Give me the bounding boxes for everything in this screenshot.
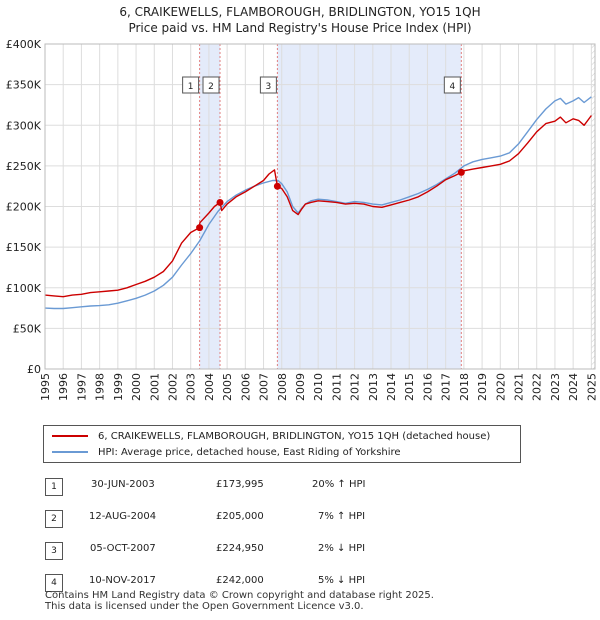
sale-row: 4 10-NOV-2017 £242,000 5% ↓ HPI	[43, 567, 483, 599]
x-tick-label: 2003	[185, 373, 198, 401]
x-tick-label: 1997	[75, 373, 88, 401]
sale-point	[216, 198, 224, 206]
hpi-line	[44, 96, 592, 310]
plot-border	[44, 43, 596, 370]
sale-number-badge: 3	[45, 542, 63, 560]
sale-row: 1 30-JUN-2003 £173,995 20% ↑ HPI	[43, 471, 483, 503]
sale-badge-label: 2	[208, 82, 214, 92]
sale-badge-box	[259, 76, 277, 94]
legend-swatch-hpi	[52, 451, 88, 453]
footer: Contains HM Land Registry data © Crown c…	[45, 590, 434, 612]
sale-number-badge: 4	[45, 574, 63, 592]
footer-copyright: Contains HM Land Registry data © Crown c…	[45, 590, 434, 601]
x-tick-label: 2020	[494, 373, 507, 401]
sale-badge-box	[443, 76, 461, 94]
sale-hpi-delta: 20% ↑ HPI	[312, 479, 366, 490]
x-tick-label: 1996	[57, 373, 70, 401]
sale-price: £205,000	[216, 511, 264, 522]
sale-point	[273, 182, 281, 190]
sale-badge-box	[202, 76, 220, 94]
x-tick-label: 2016	[421, 373, 434, 401]
legend: 6, CRAIKEWELLS, FLAMBOROUGH, BRIDLINGTON…	[43, 425, 521, 463]
footer-licence: This data is licensed under the Open Gov…	[45, 601, 364, 612]
property-price-line	[44, 115, 592, 298]
x-tick-label: 2021	[513, 373, 526, 401]
legend-label-hpi: HPI: Average price, detached house, East…	[98, 447, 401, 458]
sale-point	[196, 224, 204, 232]
sale-price: £242,000	[216, 575, 264, 586]
sale-row: 2 12-AUG-2004 £205,000 7% ↑ HPI	[43, 503, 483, 535]
x-tick-label: 2001	[148, 373, 161, 401]
sale-point	[457, 168, 465, 176]
y-tick-label: £400K	[6, 38, 42, 51]
x-tick-label: 2022	[531, 373, 544, 401]
x-tick-label: 2007	[258, 373, 271, 401]
sale-badge-box	[182, 76, 200, 94]
x-tick-label: 2014	[385, 373, 398, 401]
x-tick-label: 2006	[239, 373, 252, 401]
x-tick-label: 2018	[458, 373, 471, 401]
chart-title: 6, CRAIKEWELLS, FLAMBOROUGH, BRIDLINGTON…	[0, 4, 600, 36]
sale-date: 05-OCT-2007	[90, 543, 156, 554]
x-tick-label: 2019	[476, 373, 489, 401]
sale-hpi-delta: 5% ↓ HPI	[318, 575, 366, 586]
legend-item-hpi: HPI: Average price, detached house, East…	[52, 445, 401, 461]
x-tick-label: 1995	[39, 373, 52, 401]
y-tick-label: £150K	[6, 241, 42, 254]
price-chart: 1 2 3 4 £0 £50K £100K £150K £200K £250K £300K £350K…	[6, 38, 599, 401]
sale-badge-label: 4	[449, 82, 455, 92]
x-tick-label: 2025	[585, 373, 598, 401]
x-tick-label: 2023	[549, 373, 562, 401]
sale-date: 10-NOV-2017	[89, 575, 156, 586]
sales-table: 1 30-JUN-2003 £173,995 20% ↑ HPI 2 12-AU…	[43, 471, 483, 599]
x-tick-label: 2011	[330, 373, 343, 401]
sale-badge-label: 1	[188, 82, 194, 92]
x-tick-label: 2017	[440, 373, 453, 401]
x-tick-label: 2012	[349, 373, 362, 401]
y-tick-label: £250K	[6, 160, 42, 173]
sale-badge-label: 3	[266, 82, 272, 92]
x-tick-label: 1999	[112, 373, 125, 401]
sale-price: £224,950	[216, 543, 264, 554]
sale-number-badge: 2	[45, 510, 63, 528]
y-tick-label: £200K	[6, 201, 42, 214]
legend-item-property: 6, CRAIKEWELLS, FLAMBOROUGH, BRIDLINGTON…	[52, 429, 490, 445]
x-tick-label: 2015	[403, 373, 416, 401]
x-tick-label: 2008	[276, 373, 289, 401]
x-tick-label: 2002	[166, 373, 179, 401]
x-tick-label: 2000	[130, 373, 143, 401]
x-tick-label: 2024	[567, 373, 580, 401]
x-tick-label: 2009	[294, 373, 307, 401]
sale-date: 30-JUN-2003	[91, 479, 155, 490]
legend-swatch-property	[52, 435, 88, 437]
sale-price: £173,995	[216, 479, 264, 490]
x-tick-label: 1998	[94, 373, 107, 401]
sale-date: 12-AUG-2004	[89, 511, 157, 522]
y-tick-label: £50K	[13, 322, 42, 335]
sale-row: 3 05-OCT-2007 £224,950 2% ↓ HPI	[43, 535, 483, 567]
y-tick-label: £300K	[6, 119, 42, 132]
x-tick-label: 2010	[312, 373, 325, 401]
y-tick-label: £350K	[6, 79, 42, 92]
title-subtitle: Price paid vs. HM Land Registry's House …	[128, 21, 472, 35]
sale-number-badge: 1	[45, 478, 63, 496]
x-tick-label: 2013	[367, 373, 380, 401]
y-tick-label: £100K	[6, 282, 42, 295]
legend-label-property: 6, CRAIKEWELLS, FLAMBOROUGH, BRIDLINGTON…	[98, 431, 491, 442]
x-tick-label: 2005	[221, 373, 234, 401]
y-tick-label: £0	[27, 363, 41, 376]
sale-hpi-delta: 2% ↓ HPI	[318, 543, 366, 554]
x-tick-label: 2004	[203, 373, 216, 401]
sale-hpi-delta: 7% ↑ HPI	[318, 511, 366, 522]
title-address: 6, CRAIKEWELLS, FLAMBOROUGH, BRIDLINGTON…	[119, 5, 481, 19]
